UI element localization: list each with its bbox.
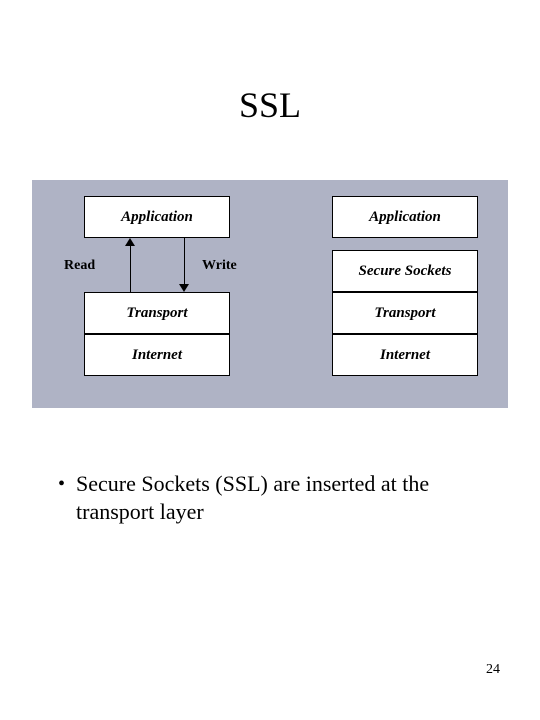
bullet-item: • Secure Sockets (SSL) are inserted at t… bbox=[58, 470, 488, 526]
right-internet-label: Internet bbox=[380, 347, 430, 364]
bullet-text: Secure Sockets (SSL) are inserted at the… bbox=[76, 470, 488, 526]
title-text: SSL bbox=[239, 85, 301, 125]
slide-page: SSL Application Read Write Transport Int… bbox=[0, 0, 540, 720]
right-secure-sockets-box: Secure Sockets bbox=[332, 250, 478, 292]
left-transport-label: Transport bbox=[126, 305, 187, 322]
bullet-dot-icon: • bbox=[58, 470, 76, 498]
read-label: Read bbox=[64, 258, 95, 274]
left-internet-label: Internet bbox=[132, 347, 182, 364]
write-label: Write bbox=[202, 258, 237, 274]
arrow-down-head-icon bbox=[179, 284, 189, 292]
right-transport-box: Transport bbox=[332, 292, 478, 334]
ssl-diagram: Application Read Write Transport Interne… bbox=[32, 180, 508, 408]
left-application-box: Application bbox=[84, 196, 230, 238]
left-internet-box: Internet bbox=[84, 334, 230, 376]
page-number: 24 bbox=[486, 662, 500, 678]
right-internet-box: Internet bbox=[332, 334, 478, 376]
right-application-label: Application bbox=[369, 209, 441, 226]
arrow-down-line bbox=[184, 238, 185, 286]
arrow-up-line bbox=[130, 244, 131, 292]
right-secure-sockets-label: Secure Sockets bbox=[359, 263, 452, 280]
right-transport-label: Transport bbox=[374, 305, 435, 322]
page-title: SSL bbox=[0, 84, 540, 126]
arrow-up-head-icon bbox=[125, 238, 135, 246]
left-transport-box: Transport bbox=[84, 292, 230, 334]
left-application-label: Application bbox=[121, 209, 193, 226]
right-application-box: Application bbox=[332, 196, 478, 238]
